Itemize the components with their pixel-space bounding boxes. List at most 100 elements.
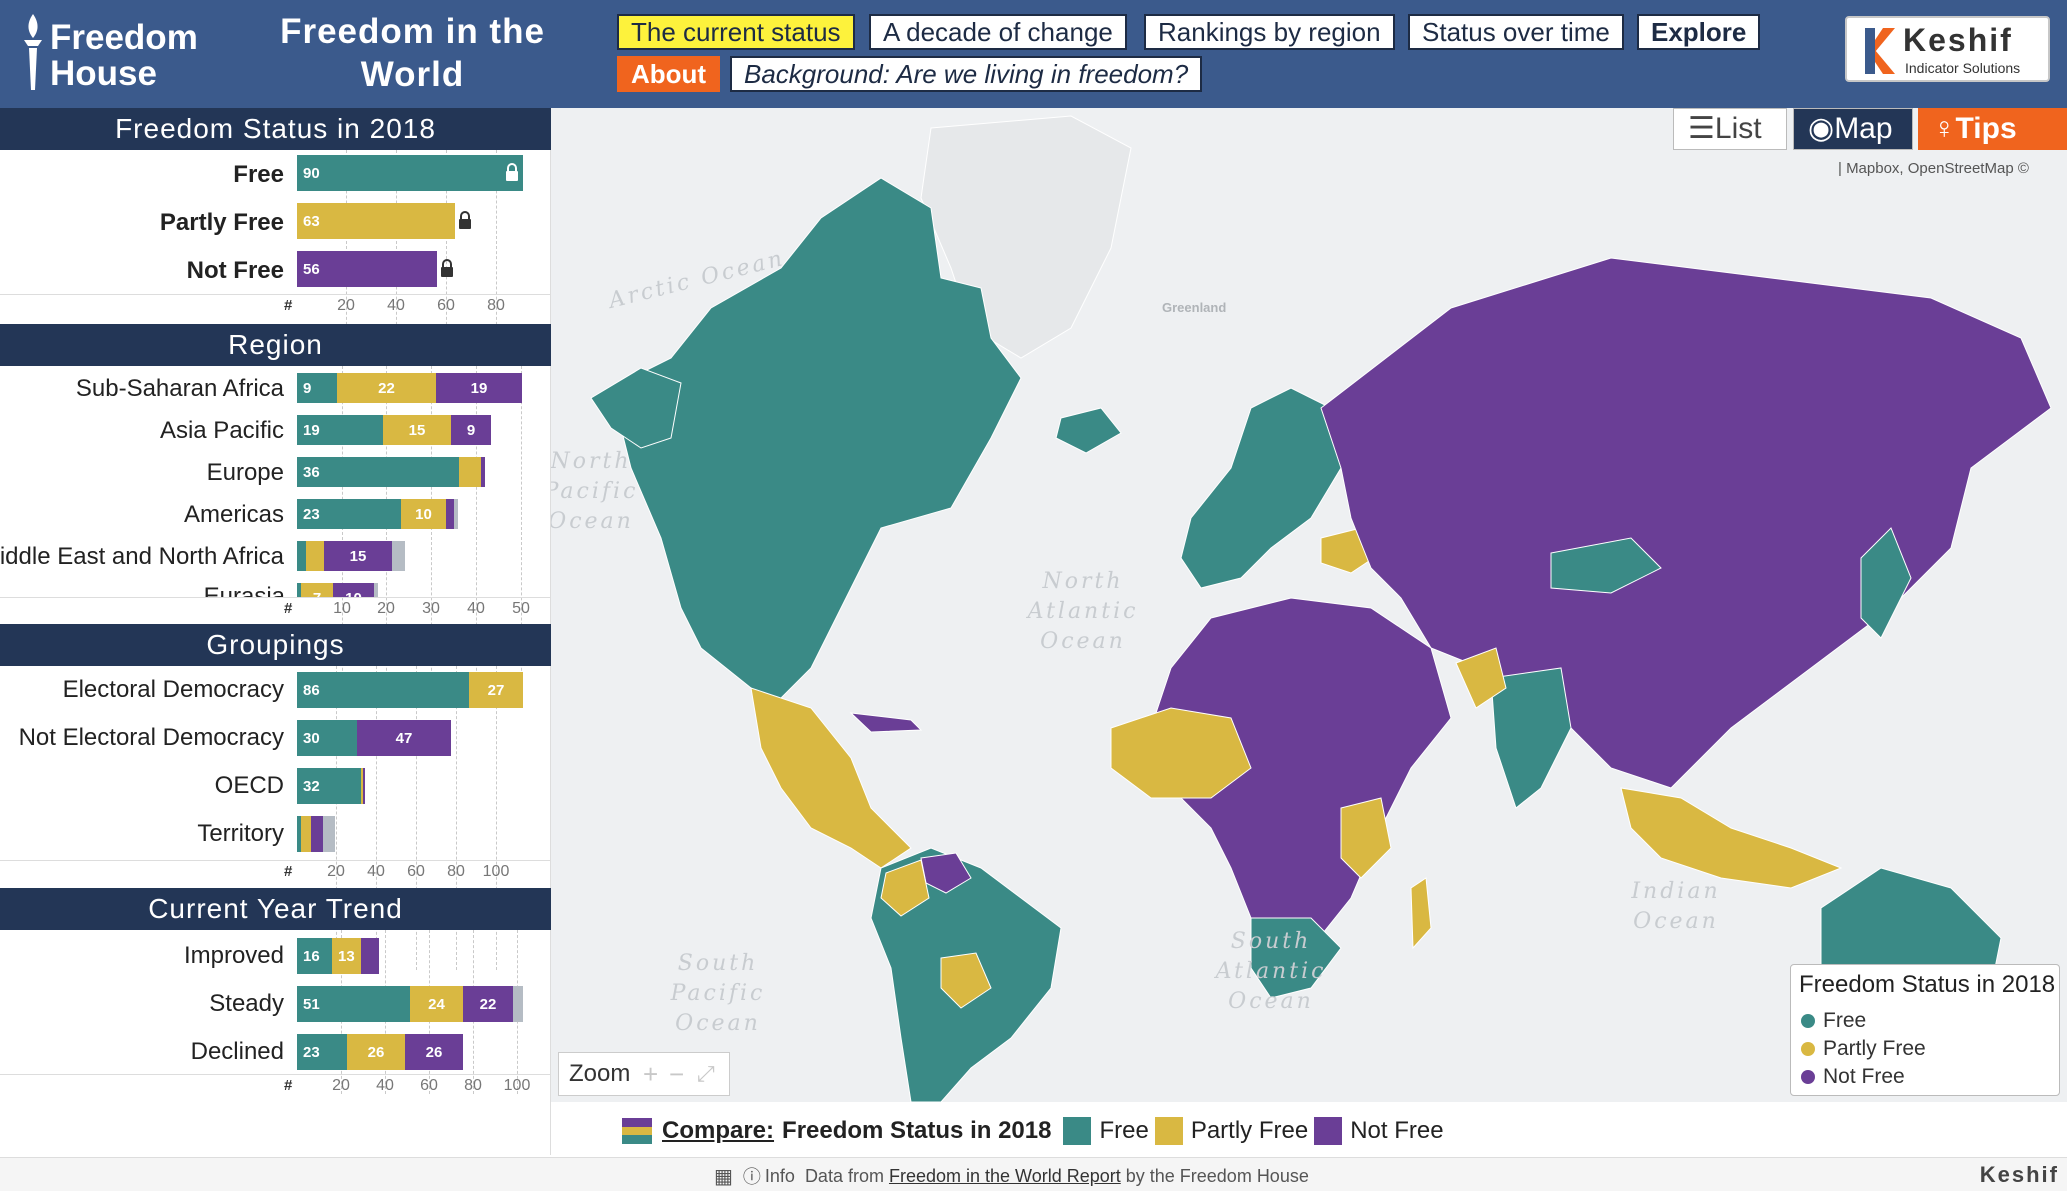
lock-icon[interactable] (504, 163, 520, 182)
groupings-label-not-electoral-democracy[interactable]: Not Electoral Democracy (18, 724, 284, 751)
southeast-asia-shape[interactable] (1620, 787, 1843, 889)
lock-icon[interactable] (439, 259, 455, 278)
region-label-americas[interactable]: Americas (183, 501, 284, 528)
bar-segment-not-free[interactable] (311, 816, 323, 852)
madagascar-shape[interactable] (1410, 877, 1432, 950)
compare-item-partly-free[interactable]: Partly Free (1154, 1117, 1308, 1145)
bar-segment-partly-free[interactable]: 63 (297, 203, 455, 239)
colombia-shape[interactable] (880, 859, 930, 917)
bar-segment-not-free[interactable]: 15 (324, 541, 392, 571)
bar-segment-not-free[interactable] (481, 457, 485, 487)
asia-shape[interactable] (1320, 257, 2052, 789)
bar-segment-partly-free[interactable] (361, 768, 363, 804)
bar-segment-free[interactable]: 23 (297, 1034, 347, 1070)
bar-segment-free[interactable]: 32 (297, 768, 361, 804)
bar-segment-free[interactable]: 90 (297, 155, 523, 191)
bar-segment-partly-free[interactable]: 13 (332, 938, 361, 974)
region-bar-asia-pacific[interactable]: 19 15 9 (297, 415, 491, 445)
bar-segment-partly-free[interactable] (306, 541, 324, 571)
legend-item-free[interactable]: Free (1801, 1009, 1866, 1033)
nav-about[interactable]: About (617, 56, 721, 92)
choropleth-map[interactable]: Arctic Ocean North Pacific Ocean North A… (551, 108, 2067, 1102)
bar-segment-partly-free[interactable] (459, 457, 481, 487)
cuba-shape[interactable] (849, 712, 923, 733)
bar-segment-free[interactable]: 86 (297, 672, 469, 708)
info-label[interactable]: Info (764, 1165, 795, 1186)
map-view-button[interactable]: ◉Map (1793, 108, 1913, 150)
tips-button[interactable]: ♀Tips (1918, 108, 2067, 150)
bar-segment-not-free[interactable]: 19 (436, 373, 522, 403)
list-view-button[interactable]: ☰List (1673, 108, 1787, 150)
status-bar-partly-free[interactable]: 63 (297, 203, 455, 239)
mongolia-shape[interactable] (1550, 537, 1662, 594)
zoom-in-icon[interactable]: + (643, 1059, 659, 1089)
nav-current-status[interactable]: The current status (617, 14, 855, 50)
bar-segment-free[interactable]: 19 (297, 415, 383, 445)
status-label-partly-free[interactable]: Partly Free (159, 209, 284, 236)
trend-bar-declined[interactable]: 23 26 26 (297, 1034, 463, 1070)
region-bar-americas[interactable]: 23 10 (297, 499, 459, 529)
bar-segment-free[interactable] (297, 583, 301, 597)
bar-segment-not-free[interactable] (361, 938, 379, 974)
status-label-not-free[interactable]: Not Free (186, 257, 284, 284)
bar-segment-not-free[interactable] (363, 768, 365, 804)
status-label-free[interactable]: Free (233, 161, 284, 188)
bar-segment-not-free[interactable]: 10 (333, 583, 374, 597)
north-america-shape[interactable] (610, 177, 1022, 709)
bar-segment-free[interactable]: 9 (297, 373, 337, 403)
bar-segment-partly-free[interactable]: 22 (337, 373, 436, 403)
bar-segment-partly-free[interactable]: 7 (301, 583, 333, 597)
bar-segment-other[interactable] (513, 986, 523, 1022)
bar-segment-other[interactable] (454, 499, 458, 529)
region-bar-sub-saharan-africa[interactable]: 9 22 19 (297, 373, 522, 403)
bar-segment-other[interactable] (374, 583, 378, 597)
bar-segment-free[interactable] (297, 816, 301, 852)
southern-africa-shape[interactable] (1250, 917, 1342, 999)
bar-segment-other[interactable] (323, 816, 335, 852)
groupings-bar-electoral-democracy[interactable]: 86 27 (297, 672, 523, 708)
info-icon[interactable]: ⓘ (742, 1167, 761, 1187)
zoom-control[interactable]: Zoom + − ⤢ (558, 1052, 730, 1096)
source-link[interactable]: Freedom in the World Report (888, 1165, 1121, 1186)
region-label-europe[interactable]: Europe (206, 459, 284, 486)
map-attribution[interactable]: | Mapbox, OpenStreetMap © (1838, 160, 2029, 177)
nav-decade-of-change[interactable]: A decade of change (869, 14, 1127, 50)
bar-segment-free[interactable]: 36 (297, 457, 459, 487)
bar-segment-partly-free[interactable]: 10 (401, 499, 446, 529)
footer-keshif-brand[interactable]: Keshif (1979, 1162, 2059, 1187)
groupings-label-electoral-democracy[interactable]: Electoral Democracy (62, 676, 284, 703)
groupings-bar-oecd[interactable]: 32 (297, 768, 365, 804)
bar-segment-not-free[interactable]: 9 (451, 415, 491, 445)
region-label-middle-east-north-africa[interactable]: Middle East and North Africa (0, 543, 284, 570)
nav-status-over-time[interactable]: Status over time (1408, 14, 1624, 50)
groupings-bar-not-electoral-democracy[interactable]: 30 47 (297, 720, 451, 756)
bar-segment-other[interactable] (392, 541, 405, 571)
nav-rankings-by-region[interactable]: Rankings by region (1144, 14, 1395, 50)
groupings-label-oecd[interactable]: OECD (214, 772, 284, 799)
iceland-shape[interactable] (1055, 407, 1122, 454)
bar-segment-partly-free[interactable]: 15 (383, 415, 451, 445)
groupings-label-territory[interactable]: Territory (197, 820, 284, 847)
pakistan-shape[interactable] (1455, 647, 1507, 709)
bar-segment-not-free[interactable]: 22 (463, 986, 513, 1022)
zoom-out-icon[interactable]: − (669, 1059, 685, 1089)
table-icon[interactable]: ▦ (714, 1165, 733, 1188)
world-map[interactable]: Arctic Ocean North Pacific Ocean North A… (551, 108, 2067, 1102)
trend-label-improved[interactable]: Improved (183, 942, 284, 969)
bar-segment-not-free[interactable]: 26 (405, 1034, 463, 1070)
bar-segment-partly-free[interactable] (301, 816, 311, 852)
status-bar-not-free[interactable]: 56 (297, 251, 437, 287)
bar-segment-free[interactable]: 23 (297, 499, 401, 529)
region-label-asia-pacific[interactable]: Asia Pacific (159, 417, 284, 444)
bar-segment-free[interactable]: 16 (297, 938, 332, 974)
east-africa-shape[interactable] (1340, 797, 1392, 879)
bar-segment-free[interactable]: 30 (297, 720, 357, 756)
compare-item-not-free[interactable]: Not Free (1314, 1117, 1444, 1145)
region-bar-eurasia[interactable]: 7 10 (297, 583, 378, 597)
region-label-sub-saharan-africa[interactable]: Sub-Saharan Africa (75, 375, 284, 402)
bar-segment-not-free[interactable]: 47 (357, 720, 451, 756)
groupings-bar-territory[interactable] (297, 816, 335, 852)
bar-segment-partly-free[interactable]: 27 (469, 672, 523, 708)
legend-item-not-free[interactable]: Not Free (1801, 1065, 1905, 1089)
compare-item-free[interactable]: Free (1063, 1117, 1149, 1145)
